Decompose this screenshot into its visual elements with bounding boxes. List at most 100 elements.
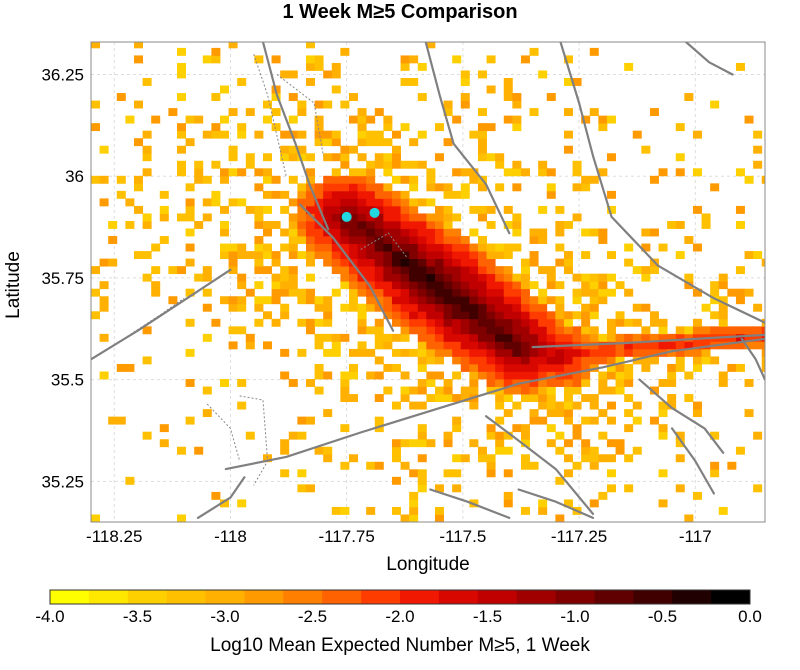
heatmap-cell: [658, 401, 668, 410]
heatmap-cell: [520, 461, 530, 470]
heatmap-cell: [400, 439, 410, 448]
heatmap-cell: [486, 55, 496, 64]
heatmap-cell: [348, 93, 358, 101]
heatmap-cell: [443, 333, 453, 342]
heatmap-cell: [228, 42, 238, 49]
heatmap-cell: [417, 431, 427, 440]
heatmap-cell: [297, 205, 307, 214]
heatmap-cell: [641, 303, 651, 312]
heatmap-cell: [434, 243, 444, 252]
heatmap-cell: [572, 326, 582, 335]
heatmap-cell: [684, 348, 694, 357]
heatmap-cell: [366, 183, 376, 192]
heatmap-cell: [374, 424, 384, 433]
heatmap-cell: [194, 168, 204, 177]
heatmap-cell: [228, 198, 238, 207]
colorbar-swatch: [516, 590, 557, 604]
heatmap-cell: [357, 326, 367, 335]
heatmap-cell: [452, 348, 462, 357]
heatmap-cell: [606, 205, 616, 214]
heatmap-cell: [254, 220, 264, 229]
heatmap-cell: [280, 371, 290, 380]
heatmap-cell: [383, 363, 393, 372]
heatmap-cell: [340, 190, 350, 199]
heatmap-cell: [477, 296, 487, 305]
heatmap-cell: [520, 326, 530, 335]
heatmap-cell: [357, 228, 367, 237]
heatmap-cell: [589, 273, 599, 282]
heatmap-cell: [503, 78, 513, 86]
heatmap-cell: [219, 115, 229, 124]
heatmap-cell: [572, 371, 582, 380]
heatmap-cell: [477, 356, 487, 365]
heatmap-cell: [538, 311, 548, 320]
heatmap-cell: [99, 198, 109, 207]
heatmap-cell: [391, 476, 401, 485]
heatmap-cell: [417, 439, 427, 448]
heatmap-cell: [254, 130, 264, 139]
heatmap-cell: [495, 243, 505, 252]
heatmap-cell: [417, 62, 427, 71]
heatmap-cell: [417, 220, 427, 229]
heatmap-cell: [572, 183, 582, 192]
heatmap-cell: [692, 130, 702, 139]
colorbar-swatch: [633, 590, 673, 604]
heatmap-cell: [520, 363, 530, 372]
heatmap-cell: [176, 47, 186, 56]
heatmap-cell: [409, 251, 419, 260]
heatmap-cell: [572, 160, 582, 169]
heatmap-cell: [417, 236, 427, 244]
heatmap-cell: [237, 78, 247, 86]
heatmap-cell: [237, 198, 247, 207]
heatmap-cell: [176, 213, 186, 222]
heatmap-cell: [400, 220, 410, 229]
heatmap-cell: [185, 198, 195, 207]
heatmap-cell: [340, 303, 350, 312]
heatmap-cell: [469, 303, 479, 312]
heatmap-cell: [142, 356, 152, 365]
heatmap-cell: [563, 108, 573, 117]
heatmap-cell: [538, 228, 548, 237]
heatmap-cell: [512, 160, 522, 169]
heatmap-cell: [512, 379, 522, 387]
heatmap-cell: [409, 213, 419, 222]
heatmap-cell: [581, 394, 591, 402]
heatmap-cell: [297, 100, 307, 109]
heatmap-cell: [228, 266, 238, 275]
heatmap-cell: [701, 303, 711, 312]
heatmap-cell: [383, 205, 393, 214]
heatmap-cell: [555, 318, 565, 327]
heatmap-cell: [538, 356, 548, 365]
heatmap-cell: [211, 198, 221, 207]
heatmap-cell: [572, 424, 582, 433]
heatmap-cell: [323, 446, 333, 455]
heatmap-cell: [417, 198, 427, 207]
heatmap-cell: [649, 228, 659, 237]
heatmap-cell: [606, 484, 616, 493]
heatmap-cell: [581, 416, 591, 425]
heatmap-cell: [735, 296, 745, 305]
heatmap-cell: [237, 130, 247, 139]
heatmap-cell: [538, 318, 548, 327]
heatmap-cell: [486, 303, 496, 312]
heatmap-cell: [486, 386, 496, 395]
heatmap-cell: [417, 341, 427, 350]
heatmap-cell: [323, 130, 333, 139]
heatmap-cell: [563, 55, 573, 64]
heatmap-cell: [202, 266, 212, 275]
heatmap-cell: [529, 47, 539, 56]
heatmap-cell: [366, 220, 376, 229]
heatmap-cell: [538, 205, 548, 214]
heatmap-cell: [667, 379, 677, 387]
heatmap-cell: [520, 506, 530, 515]
heatmap-cell: [366, 288, 376, 297]
heatmap-cell: [546, 190, 556, 199]
heatmap-cell: [606, 115, 616, 124]
heatmap-cell: [409, 469, 419, 478]
heatmap-cell: [624, 484, 634, 493]
event-marker-1: [369, 207, 380, 218]
heatmap-cell: [598, 341, 608, 350]
heatmap-cell: [426, 281, 436, 290]
heatmap-cell: [391, 401, 401, 410]
heatmap-cell: [503, 386, 513, 395]
